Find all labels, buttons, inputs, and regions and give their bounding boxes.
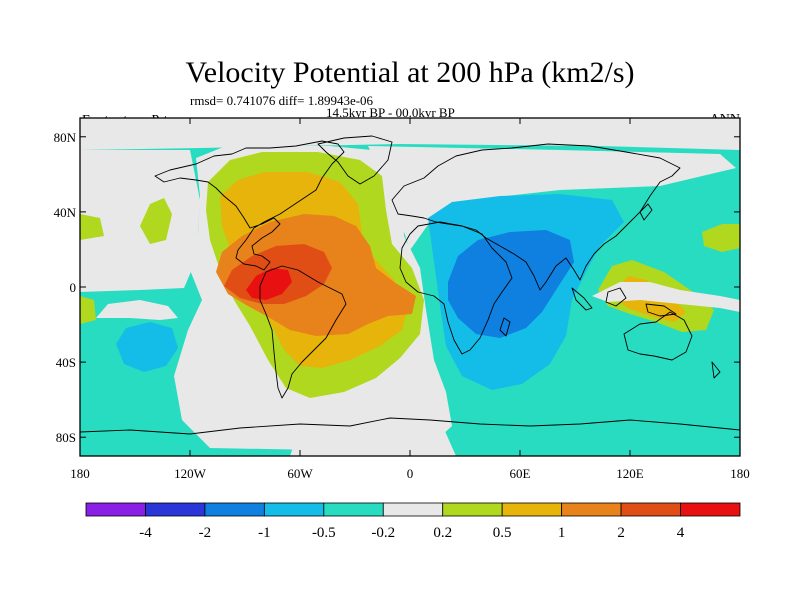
x-tick-label: 120W xyxy=(174,466,207,481)
colorbar-label: -0.2 xyxy=(371,525,395,541)
x-tick-label: 120E xyxy=(616,466,644,481)
y-tick-label: 80N xyxy=(54,130,77,145)
contour-region-near-zero-pacific-west xyxy=(80,150,200,292)
contour-region-positive-0.2-west-pacific xyxy=(140,198,172,244)
contour-fill-layer xyxy=(80,118,740,456)
contour-region-near-zero-pacific-patch xyxy=(96,300,178,320)
coast-new-guinea xyxy=(645,303,677,317)
contour-region-positive-0.2-far-east xyxy=(702,224,740,252)
coast-greenland xyxy=(317,135,393,185)
contour-region-positive-0.2-west-edge xyxy=(80,214,104,240)
colorbar-swatch xyxy=(263,502,325,517)
coast-borneo xyxy=(605,287,627,307)
contour-region-positive-0.2-west-edge-south xyxy=(80,296,96,324)
contour-region-near-zero-arctic xyxy=(80,118,740,150)
colorbar-label: 4 xyxy=(677,525,685,541)
coast-new-zealand xyxy=(711,361,721,379)
coast-africa xyxy=(399,221,513,355)
x-axis: 180 120W 60W 0 60E 120E 180 xyxy=(70,118,750,481)
colorbar-label: 1 xyxy=(558,525,566,541)
coast-sumatra xyxy=(571,287,593,311)
map-plot xyxy=(80,118,740,456)
colorbar-label: 0.5 xyxy=(493,525,512,541)
coast-australia xyxy=(623,311,693,361)
colorbar-swatch xyxy=(501,502,563,517)
x-tick-label: 60W xyxy=(287,466,313,481)
contour-region-negative-1-east xyxy=(448,230,574,338)
colorbar-label: -1 xyxy=(258,525,271,541)
colorbar-label: -0.5 xyxy=(312,525,336,541)
contour-region-near-zero-band-east xyxy=(368,146,736,250)
x-tick-label: 180 xyxy=(730,466,750,481)
y-tick-label: 80S xyxy=(56,430,76,445)
colorbar-swatch xyxy=(323,502,384,517)
contour-region-negative-0.5-south-pacific xyxy=(116,322,178,372)
x-tick-label: 60E xyxy=(510,466,531,481)
x-tick-label: 0 xyxy=(407,466,414,481)
coast-north-america xyxy=(154,140,345,271)
contour-region-positive-4-core xyxy=(246,268,292,300)
colorbar: -4 -2 -1 -0.5 -0.2 0.2 0.5 1 2 4 xyxy=(85,502,741,541)
colorbar-swatch xyxy=(145,502,206,517)
colorbar-swatch xyxy=(620,502,681,517)
contour-region-near-zero-antarctic xyxy=(290,418,456,456)
contour-region-near-zero-maritime-tongue xyxy=(592,282,740,312)
coast-antarctica xyxy=(80,417,740,435)
colorbar-label: 2 xyxy=(617,525,625,541)
y-tick-label: 0 xyxy=(70,280,77,295)
colorbar-swatch xyxy=(561,502,622,517)
coast-south-america xyxy=(259,265,347,399)
colorbar-label: 0.2 xyxy=(433,525,452,541)
x-tick-label: 180 xyxy=(70,466,90,481)
colorbar-label: -4 xyxy=(139,525,152,541)
coast-japan xyxy=(639,203,653,221)
coast-madagascar xyxy=(499,317,511,337)
colorbar-swatch xyxy=(382,502,444,517)
colorbar-label: -2 xyxy=(199,525,212,541)
stats-line: rmsd= 0.741076 diff= 1.89943e-06 xyxy=(190,93,374,108)
period-label: 14.5kyr BP - 00.0kyr BP xyxy=(326,105,455,120)
y-tick-label: 40S xyxy=(56,355,76,370)
coastlines xyxy=(80,135,740,435)
colorbar-swatch xyxy=(680,502,741,517)
colorbar-swatch xyxy=(85,502,146,517)
chart-title: Velocity Potential at 200 hPa (km2/s) xyxy=(185,56,634,89)
y-tick-label: 40N xyxy=(54,205,77,220)
colorbar-swatch xyxy=(204,502,265,517)
colorbar-swatch xyxy=(442,502,503,517)
y-axis: 80N 40N 0 40S 80S xyxy=(54,130,740,445)
